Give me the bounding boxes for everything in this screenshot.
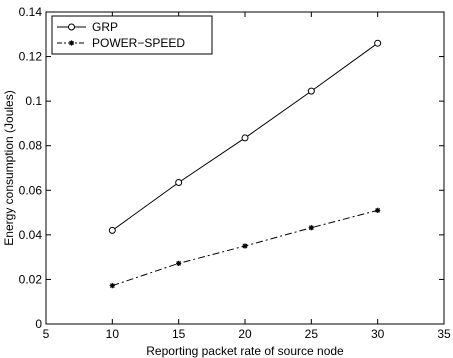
point-grp (374, 39, 382, 47)
x-tick-label: 5 (43, 327, 50, 341)
point-power-speed-stroke (176, 261, 182, 266)
legend-box (51, 15, 213, 55)
x-tick-label: 10 (106, 327, 120, 341)
y-tick-label: 0.02 (19, 272, 43, 286)
x-tick-label: 35 (437, 327, 451, 341)
point-power-speed (176, 260, 182, 266)
y-axis-label: Energy consumption (Joules) (2, 90, 16, 245)
point-grp (108, 226, 116, 234)
x-axis-label: Reporting packet rate of source node (146, 344, 344, 358)
point-grp (175, 178, 183, 186)
x-tick-label: 20 (238, 327, 252, 341)
y-tick-label: 0.12 (19, 50, 43, 64)
x-tick-label: 30 (371, 327, 385, 341)
point-power-speed-stroke (308, 225, 314, 231)
point-power-speed-stroke (375, 207, 381, 213)
point-power-speed (109, 283, 115, 289)
series-layer (108, 39, 382, 289)
legend: GRP POWER−SPEED (51, 15, 213, 55)
point-grp (241, 134, 249, 142)
x-tick-label: 15 (172, 327, 186, 341)
point-power-speed (375, 207, 381, 213)
point-power-speed (242, 243, 248, 249)
legend-label-grp: GRP (92, 20, 118, 34)
point-power-speed (308, 225, 314, 231)
legend-marker-grp (68, 23, 75, 31)
point-power-speed-stroke (109, 283, 115, 289)
point-grp (307, 87, 315, 95)
x-tick-label: 25 (305, 327, 319, 341)
y-tick-label: 0.1 (25, 94, 42, 108)
y-tick-label: 0.06 (19, 183, 43, 197)
legend-label-power-speed: POWER−SPEED (92, 36, 185, 50)
ticks-layer: 5 10 15 20 25 30 35 0 0.02 0.04 0.06 0.08 0.1 0.12 0.1… (19, 5, 451, 341)
y-tick-label: 0.08 (19, 139, 43, 153)
plot-area (45, 11, 445, 325)
legend-items: GRP POWER−SPEED (57, 20, 185, 50)
legend-marker-power-speed (68, 40, 75, 46)
y-tick-label: 0.04 (19, 228, 43, 242)
y-tick-label: 0.14 (19, 5, 43, 19)
point-power-speed-stroke (242, 243, 248, 249)
y-tick-label: 0 (35, 317, 42, 331)
legend-marker-power-speed-stroke (69, 40, 74, 46)
